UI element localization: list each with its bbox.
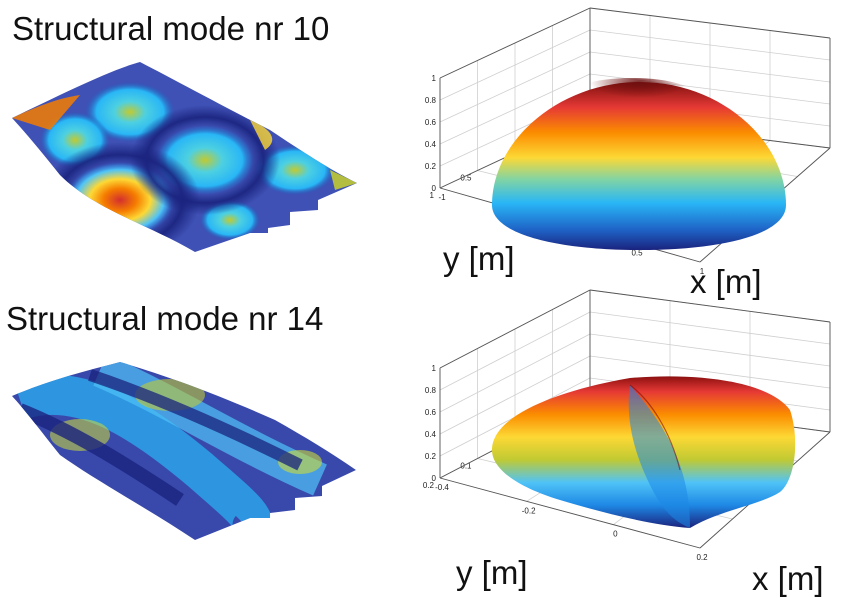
panel-1-title: Structural mode nr 10 xyxy=(12,10,330,47)
plot-2-ylabel: y [m] xyxy=(456,554,528,591)
plot-2-z-tick: 0.4 xyxy=(425,430,437,439)
plot-2-z-tick: 0.2 xyxy=(425,452,437,461)
plot-1-x-tick: 1 xyxy=(700,267,705,276)
panel-2-title: Structural mode nr 14 xyxy=(6,300,324,337)
plot-1-z-tick: 1 xyxy=(432,74,437,83)
plot-1-surface-peak xyxy=(562,78,702,122)
plot-1-ylabel: y [m] xyxy=(443,240,515,277)
plot-2-x-tick: -0.2 xyxy=(522,506,536,515)
plot-1-z-tick: 0.8 xyxy=(425,96,437,105)
plot-1-y-tick: 1 xyxy=(430,191,435,200)
surface-plot-mode-14: 00.20.40.60.81-0.4-0.200.20.20.10-0.1-0.… xyxy=(423,289,831,562)
plot-1-y-tick: 0.5 xyxy=(460,174,472,183)
plot-2-y-tick: 0.1 xyxy=(460,462,472,471)
plot-2-x-tick: 0.2 xyxy=(696,553,708,562)
plot-1-x-tick: -1 xyxy=(438,193,446,202)
plot-2-z-tick: 0 xyxy=(432,474,437,483)
plot-2-x-tick: -0.4 xyxy=(435,483,449,492)
plot-2-surface-fold xyxy=(628,385,690,528)
plot-1-x-tick: 0.5 xyxy=(631,249,643,258)
plot-2-x-tick: 0 xyxy=(613,530,618,539)
plot-2-z-tick: 0.6 xyxy=(425,408,437,417)
plot-1-surface xyxy=(492,82,786,250)
plot-1-z-tick: 0.2 xyxy=(425,162,437,171)
plot-2-y-tick: 0.2 xyxy=(423,481,435,490)
plot-1-z-tick: 0.4 xyxy=(425,140,437,149)
plot-2-xlabel: x [m] xyxy=(752,560,824,597)
plot-1-z-tick: 0 xyxy=(432,184,437,193)
plot-2-z-tick: 1 xyxy=(432,364,437,373)
plot-1-z-tick: 0.6 xyxy=(425,118,437,127)
plot-2-fold-line xyxy=(629,384,681,471)
plot-2-z-tick: 0.8 xyxy=(425,386,437,395)
plot-1-xlabel: x [m] xyxy=(690,263,762,300)
